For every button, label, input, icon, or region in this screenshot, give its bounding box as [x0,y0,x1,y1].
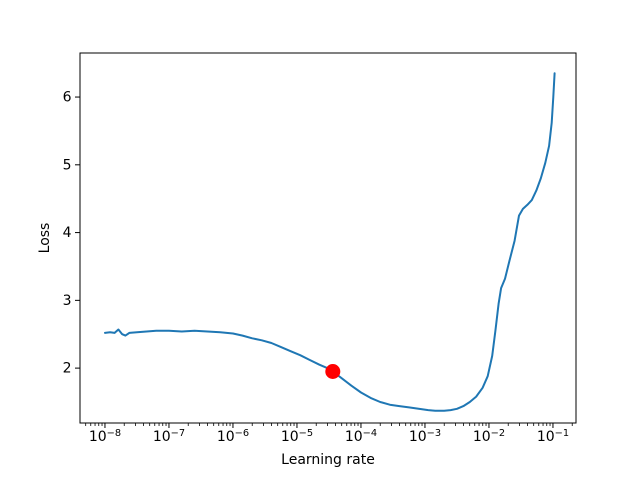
plot-area [80,53,576,423]
svg-text:10−4: 10−4 [345,428,377,445]
svg-text:6: 6 [63,90,72,106]
suggested-lr-marker [325,364,341,379]
svg-text:10−2: 10−2 [473,428,505,445]
axes-spines [79,52,577,424]
svg-text:10−3: 10−3 [409,428,441,445]
x-tick-labels: 10−8 10−7 10−6 10−5 10−4 10−3 10−2 10−1 [89,428,569,445]
svg-text:2: 2 [63,361,72,377]
svg-text:10−5: 10−5 [281,428,313,445]
svg-text:3: 3 [63,293,72,309]
svg-text:10−8: 10−8 [89,428,121,445]
svg-text:5: 5 [63,157,72,173]
x-major-ticks [104,423,554,428]
x-axis-label: Learning rate [281,452,375,468]
svg-text:4: 4 [63,225,72,241]
y-major-ticks [75,96,80,369]
y-tick-labels: 2 3 4 5 6 [63,90,72,377]
y-axis-label: Loss [37,223,53,254]
svg-text:10−1: 10−1 [537,428,569,445]
svg-text:10−7: 10−7 [153,428,185,445]
svg-text:10−6: 10−6 [217,428,249,445]
loss-curve [104,72,556,412]
